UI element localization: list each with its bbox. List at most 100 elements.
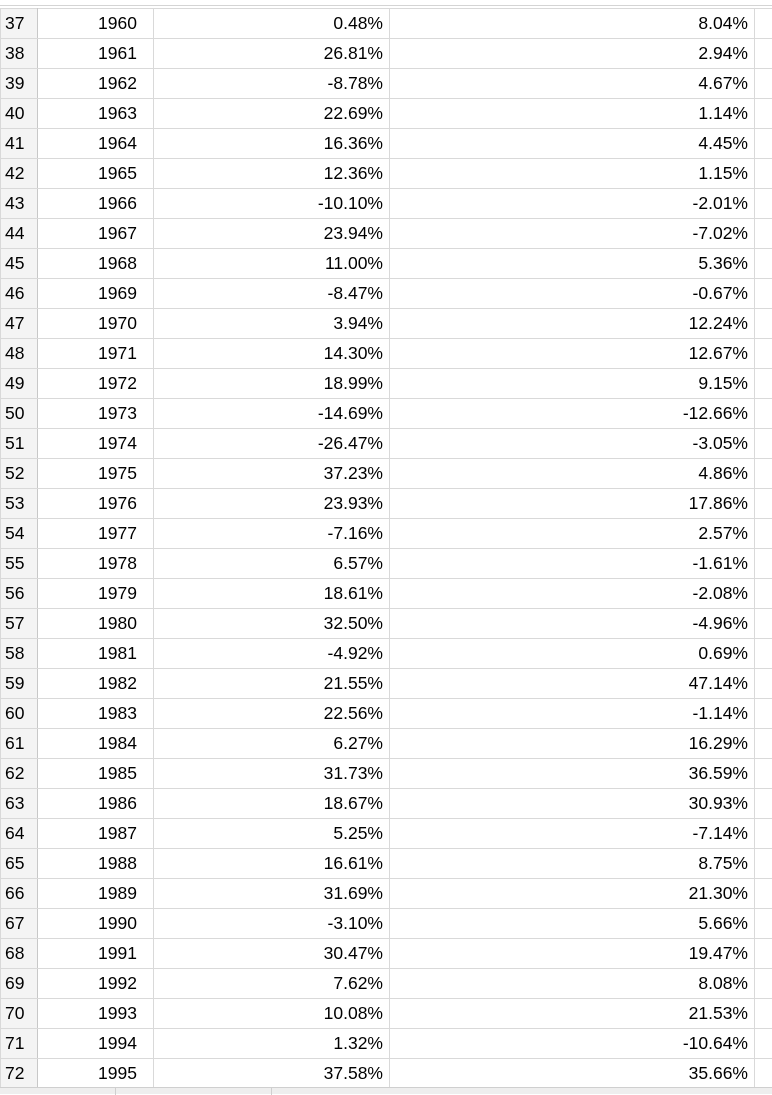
empty-cell[interactable] — [755, 609, 772, 639]
return-cell-c[interactable]: 35.66% — [390, 1059, 755, 1089]
empty-cell[interactable] — [755, 819, 772, 849]
empty-cell[interactable] — [755, 909, 772, 939]
return-cell-c[interactable]: 17.86% — [390, 489, 755, 519]
return-cell-c[interactable]: 9.15% — [390, 369, 755, 399]
return-cell-c[interactable]: 4.86% — [390, 459, 755, 489]
return-cell-c[interactable]: 12.67% — [390, 339, 755, 369]
return-cell-b[interactable]: 26.81% — [154, 39, 390, 69]
empty-cell[interactable] — [755, 729, 772, 759]
return-cell-b[interactable]: -3.10% — [154, 909, 390, 939]
row-header[interactable]: 45 — [1, 249, 38, 279]
return-cell-c[interactable]: 2.94% — [390, 39, 755, 69]
empty-cell[interactable] — [755, 789, 772, 819]
return-cell-b[interactable]: 32.50% — [154, 609, 390, 639]
return-cell-c[interactable]: -0.67% — [390, 279, 755, 309]
year-cell[interactable]: 1971 — [38, 339, 154, 369]
return-cell-c[interactable]: 16.29% — [390, 729, 755, 759]
empty-cell[interactable] — [755, 339, 772, 369]
year-cell[interactable]: 1985 — [38, 759, 154, 789]
empty-cell[interactable] — [755, 969, 772, 999]
row-header[interactable]: 61 — [1, 729, 38, 759]
year-cell[interactable]: 1965 — [38, 159, 154, 189]
row-header[interactable]: 40 — [1, 99, 38, 129]
return-cell-b[interactable]: 11.00% — [154, 249, 390, 279]
row-header[interactable]: 47 — [1, 309, 38, 339]
year-cell[interactable]: 1970 — [38, 309, 154, 339]
return-cell-b[interactable]: 16.36% — [154, 129, 390, 159]
return-cell-c[interactable]: -1.61% — [390, 549, 755, 579]
return-cell-b[interactable]: -26.47% — [154, 429, 390, 459]
year-cell[interactable]: 1975 — [38, 459, 154, 489]
return-cell-b[interactable]: 12.36% — [154, 159, 390, 189]
row-header[interactable]: 43 — [1, 189, 38, 219]
empty-cell[interactable] — [755, 369, 772, 399]
return-cell-b[interactable]: 14.30% — [154, 339, 390, 369]
row-header[interactable]: 65 — [1, 849, 38, 879]
year-cell[interactable]: 1979 — [38, 579, 154, 609]
row-header[interactable]: 57 — [1, 609, 38, 639]
return-cell-b[interactable]: 5.25% — [154, 819, 390, 849]
year-cell[interactable]: 1978 — [38, 549, 154, 579]
return-cell-b[interactable]: -8.78% — [154, 69, 390, 99]
return-cell-b[interactable]: -7.16% — [154, 519, 390, 549]
return-cell-b[interactable]: 23.93% — [154, 489, 390, 519]
return-cell-c[interactable]: 1.14% — [390, 99, 755, 129]
return-cell-c[interactable]: -3.05% — [390, 429, 755, 459]
year-cell[interactable]: 1976 — [38, 489, 154, 519]
row-header[interactable]: 54 — [1, 519, 38, 549]
year-cell[interactable]: 1968 — [38, 249, 154, 279]
return-cell-c[interactable]: -12.66% — [390, 399, 755, 429]
year-cell[interactable]: 1969 — [38, 279, 154, 309]
return-cell-c[interactable]: -7.14% — [390, 819, 755, 849]
year-cell[interactable]: 1982 — [38, 669, 154, 699]
return-cell-c[interactable]: 30.93% — [390, 789, 755, 819]
return-cell-b[interactable]: 31.69% — [154, 879, 390, 909]
return-cell-b[interactable]: 10.08% — [154, 999, 390, 1029]
empty-cell[interactable] — [755, 9, 772, 39]
horizontal-scrollbar[interactable] — [0, 1087, 772, 1094]
empty-cell[interactable] — [755, 1059, 772, 1089]
return-cell-c[interactable]: -4.96% — [390, 609, 755, 639]
return-cell-c[interactable]: -1.14% — [390, 699, 755, 729]
return-cell-c[interactable]: 21.30% — [390, 879, 755, 909]
empty-cell[interactable] — [755, 849, 772, 879]
year-cell[interactable]: 1967 — [38, 219, 154, 249]
row-header[interactable]: 51 — [1, 429, 38, 459]
year-cell[interactable]: 1994 — [38, 1029, 154, 1059]
empty-cell[interactable] — [755, 699, 772, 729]
year-cell[interactable]: 1973 — [38, 399, 154, 429]
year-cell[interactable]: 1963 — [38, 99, 154, 129]
row-header[interactable]: 68 — [1, 939, 38, 969]
return-cell-c[interactable]: 4.67% — [390, 69, 755, 99]
empty-cell[interactable] — [755, 669, 772, 699]
return-cell-b[interactable]: 18.61% — [154, 579, 390, 609]
empty-cell[interactable] — [755, 129, 772, 159]
return-cell-c[interactable]: 12.24% — [390, 309, 755, 339]
return-cell-b[interactable]: 3.94% — [154, 309, 390, 339]
empty-cell[interactable] — [755, 759, 772, 789]
return-cell-c[interactable]: 1.15% — [390, 159, 755, 189]
year-cell[interactable]: 1961 — [38, 39, 154, 69]
row-header[interactable]: 53 — [1, 489, 38, 519]
row-header[interactable]: 41 — [1, 129, 38, 159]
return-cell-c[interactable]: -7.02% — [390, 219, 755, 249]
empty-cell[interactable] — [755, 159, 772, 189]
row-header[interactable]: 52 — [1, 459, 38, 489]
empty-cell[interactable] — [755, 189, 772, 219]
return-cell-b[interactable]: 23.94% — [154, 219, 390, 249]
row-header[interactable]: 56 — [1, 579, 38, 609]
empty-cell[interactable] — [755, 99, 772, 129]
return-cell-c[interactable]: 8.08% — [390, 969, 755, 999]
empty-cell[interactable] — [755, 39, 772, 69]
return-cell-b[interactable]: -14.69% — [154, 399, 390, 429]
row-header[interactable]: 66 — [1, 879, 38, 909]
empty-cell[interactable] — [755, 879, 772, 909]
row-header[interactable]: 38 — [1, 39, 38, 69]
empty-cell[interactable] — [755, 579, 772, 609]
row-header[interactable]: 49 — [1, 369, 38, 399]
row-header[interactable]: 58 — [1, 639, 38, 669]
empty-cell[interactable] — [755, 549, 772, 579]
empty-cell[interactable] — [755, 1029, 772, 1059]
return-cell-c[interactable]: 8.04% — [390, 9, 755, 39]
year-cell[interactable]: 1983 — [38, 699, 154, 729]
